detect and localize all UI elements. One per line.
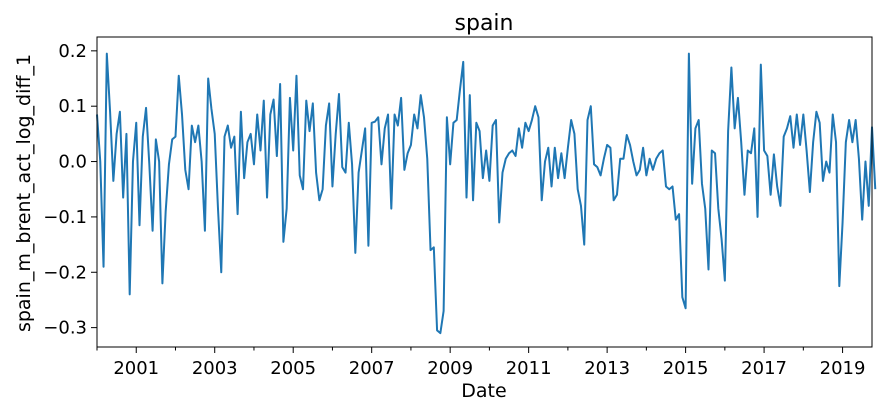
chart-title: spain	[455, 11, 514, 36]
x-axis-label: Date	[461, 380, 506, 402]
x-tick-label: 2011	[506, 358, 552, 379]
y-tick-label: −0.1	[43, 207, 87, 228]
y-tick-label: 0.0	[58, 152, 87, 173]
x-tick-label: 2003	[192, 358, 238, 379]
x-tick-label: 2007	[349, 358, 395, 379]
x-tick-label: 2019	[820, 358, 866, 379]
y-tick-label: −0.2	[43, 262, 87, 283]
x-tick-label: 2015	[663, 358, 709, 379]
x-tick-label: 2013	[584, 358, 630, 379]
x-tick-label: 2009	[427, 358, 473, 379]
y-tick-label: 0.2	[58, 41, 87, 62]
y-tick-label: 0.1	[58, 96, 87, 117]
plot-area	[96, 52, 877, 335]
series-line	[96, 52, 877, 335]
axes: −0.3 −0.2 −0.1 0.0 0.1 0.2 2001 2003 2005 2007 200…	[43, 41, 865, 379]
y-axis-label: spain_m_brent_act_log_diff_1	[13, 54, 35, 332]
plot-frame	[96, 36, 873, 348]
x-tick-label: 2005	[270, 358, 316, 379]
y-tick-label: −0.3	[43, 318, 87, 339]
x-tick-label: 2001	[113, 358, 159, 379]
x-tick-label: 2017	[741, 358, 787, 379]
